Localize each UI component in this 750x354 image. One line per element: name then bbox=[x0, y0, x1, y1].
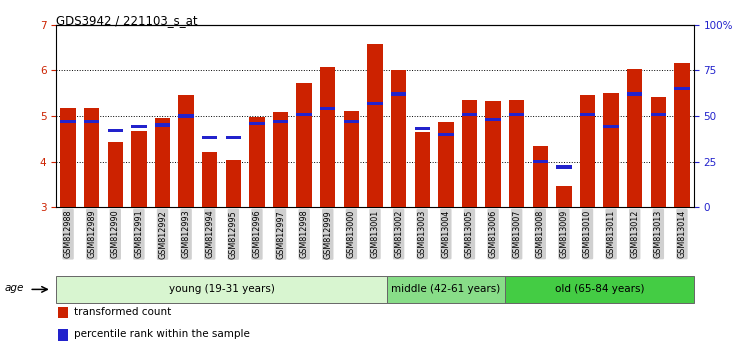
Bar bbox=[580, 113, 596, 116]
Bar bbox=[651, 97, 666, 207]
Bar bbox=[154, 124, 170, 127]
Bar bbox=[131, 131, 146, 207]
Bar bbox=[556, 186, 572, 207]
Bar bbox=[58, 329, 68, 341]
Bar bbox=[107, 129, 123, 132]
Bar bbox=[387, 276, 505, 303]
Bar bbox=[178, 96, 194, 207]
Bar bbox=[509, 113, 524, 116]
Bar bbox=[627, 92, 643, 96]
Bar bbox=[438, 132, 454, 136]
Bar bbox=[651, 113, 666, 116]
Bar bbox=[84, 108, 99, 207]
Bar bbox=[505, 276, 694, 303]
Bar bbox=[485, 118, 501, 121]
Bar bbox=[273, 120, 288, 123]
Bar bbox=[368, 102, 382, 105]
Bar bbox=[391, 70, 406, 207]
Text: age: age bbox=[4, 283, 24, 293]
Bar bbox=[226, 160, 241, 207]
Bar bbox=[462, 100, 477, 207]
Bar bbox=[344, 120, 359, 123]
Bar bbox=[462, 113, 477, 116]
Bar bbox=[627, 69, 643, 207]
Text: transformed count: transformed count bbox=[74, 307, 172, 317]
Bar bbox=[56, 276, 387, 303]
Bar bbox=[249, 122, 265, 125]
Bar bbox=[674, 87, 689, 90]
Bar bbox=[296, 83, 312, 207]
Bar bbox=[273, 112, 288, 207]
Bar bbox=[58, 307, 68, 318]
Bar bbox=[415, 132, 430, 207]
Bar bbox=[178, 114, 194, 118]
Bar bbox=[556, 165, 572, 169]
Bar bbox=[320, 67, 335, 207]
Bar bbox=[368, 44, 382, 207]
Bar bbox=[509, 100, 524, 207]
Bar bbox=[485, 101, 501, 207]
Bar bbox=[202, 152, 217, 207]
Bar bbox=[226, 136, 241, 139]
Text: percentile rank within the sample: percentile rank within the sample bbox=[74, 330, 250, 339]
Bar bbox=[604, 93, 619, 207]
Bar bbox=[532, 147, 548, 207]
Bar bbox=[61, 108, 76, 207]
Text: young (19-31 years): young (19-31 years) bbox=[169, 284, 274, 295]
Bar bbox=[296, 113, 312, 116]
Text: GDS3942 / 221103_s_at: GDS3942 / 221103_s_at bbox=[56, 14, 198, 27]
Bar bbox=[438, 122, 454, 207]
Bar bbox=[61, 120, 76, 123]
Bar bbox=[415, 127, 430, 130]
Bar bbox=[107, 142, 123, 207]
Text: middle (42-61 years): middle (42-61 years) bbox=[392, 284, 500, 295]
Bar bbox=[320, 107, 335, 110]
Bar bbox=[580, 95, 596, 207]
Bar bbox=[344, 112, 359, 207]
Bar bbox=[84, 120, 99, 123]
Bar bbox=[532, 160, 548, 163]
Bar bbox=[154, 118, 170, 207]
Text: old (65-84 years): old (65-84 years) bbox=[554, 284, 644, 295]
Bar bbox=[202, 136, 217, 139]
Bar bbox=[391, 92, 406, 96]
Bar bbox=[131, 125, 146, 129]
Bar bbox=[249, 117, 265, 207]
Bar bbox=[604, 125, 619, 129]
Bar bbox=[674, 63, 689, 207]
